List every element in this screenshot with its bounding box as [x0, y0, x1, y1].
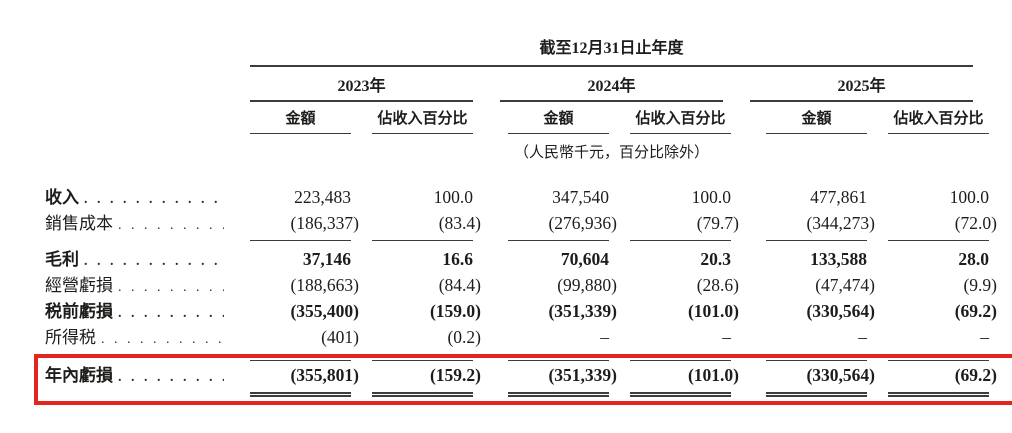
col-header-amount-2023: 金額 [250, 107, 359, 134]
col-header-amount-2024: 金額 [508, 107, 617, 134]
table-cell: (69.2) [954, 301, 997, 321]
period-title-row: 截至12月31日止年度 [45, 34, 1012, 67]
table-cell: – [980, 327, 989, 347]
table-cell: (355,400) [290, 301, 359, 321]
column-header-row: 金額 佔收入百分比 金額 佔收入百分比 金額 佔收入百分比 [45, 107, 1012, 134]
table-cell: (344,273) [766, 210, 875, 241]
dot-leader: . . . . . . . . . . . . . . . . . . . . … [118, 370, 224, 385]
table-cell: 16.6 [442, 249, 473, 269]
table-cell: 37,146 [302, 249, 351, 269]
table-cell: 223,483 [294, 187, 351, 207]
table-row-operating-loss: 經營虧損 . . . . . . . . . . . . . . . . . . … [45, 272, 1012, 298]
table-cell: 100.0 [691, 187, 731, 207]
table-cell: 347,540 [552, 187, 609, 207]
col-header-percent-2024: 佔收入百分比 [630, 107, 739, 134]
row-label: 年內虧損 [45, 366, 113, 385]
table-cell: 100.0 [433, 187, 473, 207]
table-cell: (186,337) [250, 210, 359, 241]
table-cell: (330,564) [806, 301, 875, 321]
table-row-loss-for-the-year: 年內虧損 . . . . . . . . . . . . . . . . . . … [45, 360, 1012, 397]
table-cell: 133,588 [810, 249, 867, 269]
year-header-2024: 2024年 [500, 72, 723, 102]
table-cell: – [858, 327, 867, 347]
row-label: 收入 [45, 188, 79, 207]
table-cell: (69.2) [888, 360, 997, 397]
table-body: 收入 . . . . . . . . . . . . . . . . . . . … [34, 184, 1012, 405]
table-cell: (72.0) [888, 210, 997, 241]
table-cell: (47,474) [815, 275, 875, 295]
table-cell: (99,880) [557, 275, 617, 295]
table-cell: – [600, 327, 609, 347]
table-cell: (101.0) [687, 301, 739, 321]
col-header-percent-2025: 佔收入百分比 [888, 107, 997, 134]
table-row-income-tax: 所得税 . . . . . . . . . . . . . . . . . . .… [45, 324, 1012, 350]
table-cell: 70,604 [560, 249, 609, 269]
table-cell: (351,339) [508, 360, 617, 397]
table-cell: (355,801) [250, 360, 359, 397]
table-cell: (83.4) [372, 210, 481, 241]
table-cell: (28.6) [696, 275, 739, 295]
table-cell: 28.0 [958, 249, 989, 269]
table-cell: (79.7) [630, 210, 739, 241]
row-label: 經營虧損 [45, 276, 113, 295]
year-header-row: 2023年 2024年 2025年 [45, 72, 1012, 102]
table-cell: (84.4) [438, 275, 481, 295]
table-cell: 100.0 [949, 187, 989, 207]
table-cell: (330,564) [766, 360, 875, 397]
table-cell: (276,936) [508, 210, 617, 241]
row-label: 所得税 [45, 328, 96, 347]
table-cell: (351,339) [548, 301, 617, 321]
col-header-amount-2025: 金額 [766, 107, 875, 134]
col-header-percent-2023: 佔收入百分比 [372, 107, 481, 134]
table-cell: 477,861 [810, 187, 867, 207]
table-row-revenue: 收入 . . . . . . . . . . . . . . . . . . . … [45, 184, 1012, 210]
row-label: 税前虧損 [45, 302, 113, 321]
dot-leader: . . . . . . . . . . . . . . . . . . . . … [84, 254, 224, 269]
year-header-2023: 2023年 [250, 72, 473, 102]
table-cell: (188,663) [290, 275, 359, 295]
dot-leader: . . . . . . . . . . . . . . . . . . . . … [118, 306, 224, 321]
dot-leader: . . . . . . . . . . . . . . . . . . . . … [118, 280, 224, 295]
unit-note: （人民幣千元，百分比除外） [513, 145, 709, 161]
table-cell: (9.9) [963, 275, 997, 295]
dot-leader: . . . . . . . . . . . . . . . . . . . . … [101, 332, 224, 347]
table-cell: 20.3 [700, 249, 731, 269]
row-label: 毛利 [45, 250, 79, 269]
row-label: 銷售成本 [45, 214, 113, 233]
table-row-loss-before-tax: 税前虧損 . . . . . . . . . . . . . . . . . . … [45, 298, 1012, 324]
table-row-cost-of-sales: 銷售成本 . . . . . . . . . . . . . . . . . . … [45, 210, 1012, 241]
table-cell: (159.0) [429, 301, 481, 321]
dot-leader: . . . . . . . . . . . . . . . . . . . . … [84, 192, 224, 207]
table-cell: (159.2) [372, 360, 481, 397]
year-header-2025: 2025年 [750, 72, 973, 102]
dot-leader: . . . . . . . . . . . . . . . . . . . . … [118, 218, 224, 233]
period-title: 截至12月31日止年度 [250, 34, 973, 67]
unit-note-row: （人民幣千元，百分比除外） [45, 141, 1012, 162]
table-cell: (0.2) [447, 327, 481, 347]
table-cell: (101.0) [630, 360, 739, 397]
table-cell: – [722, 327, 731, 347]
highlight-box: 年內虧損 . . . . . . . . . . . . . . . . . . … [34, 354, 1012, 405]
table-row-gross-profit: 毛利 . . . . . . . . . . . . . . . . . . . … [45, 246, 1012, 272]
table-cell: (401) [321, 327, 359, 347]
